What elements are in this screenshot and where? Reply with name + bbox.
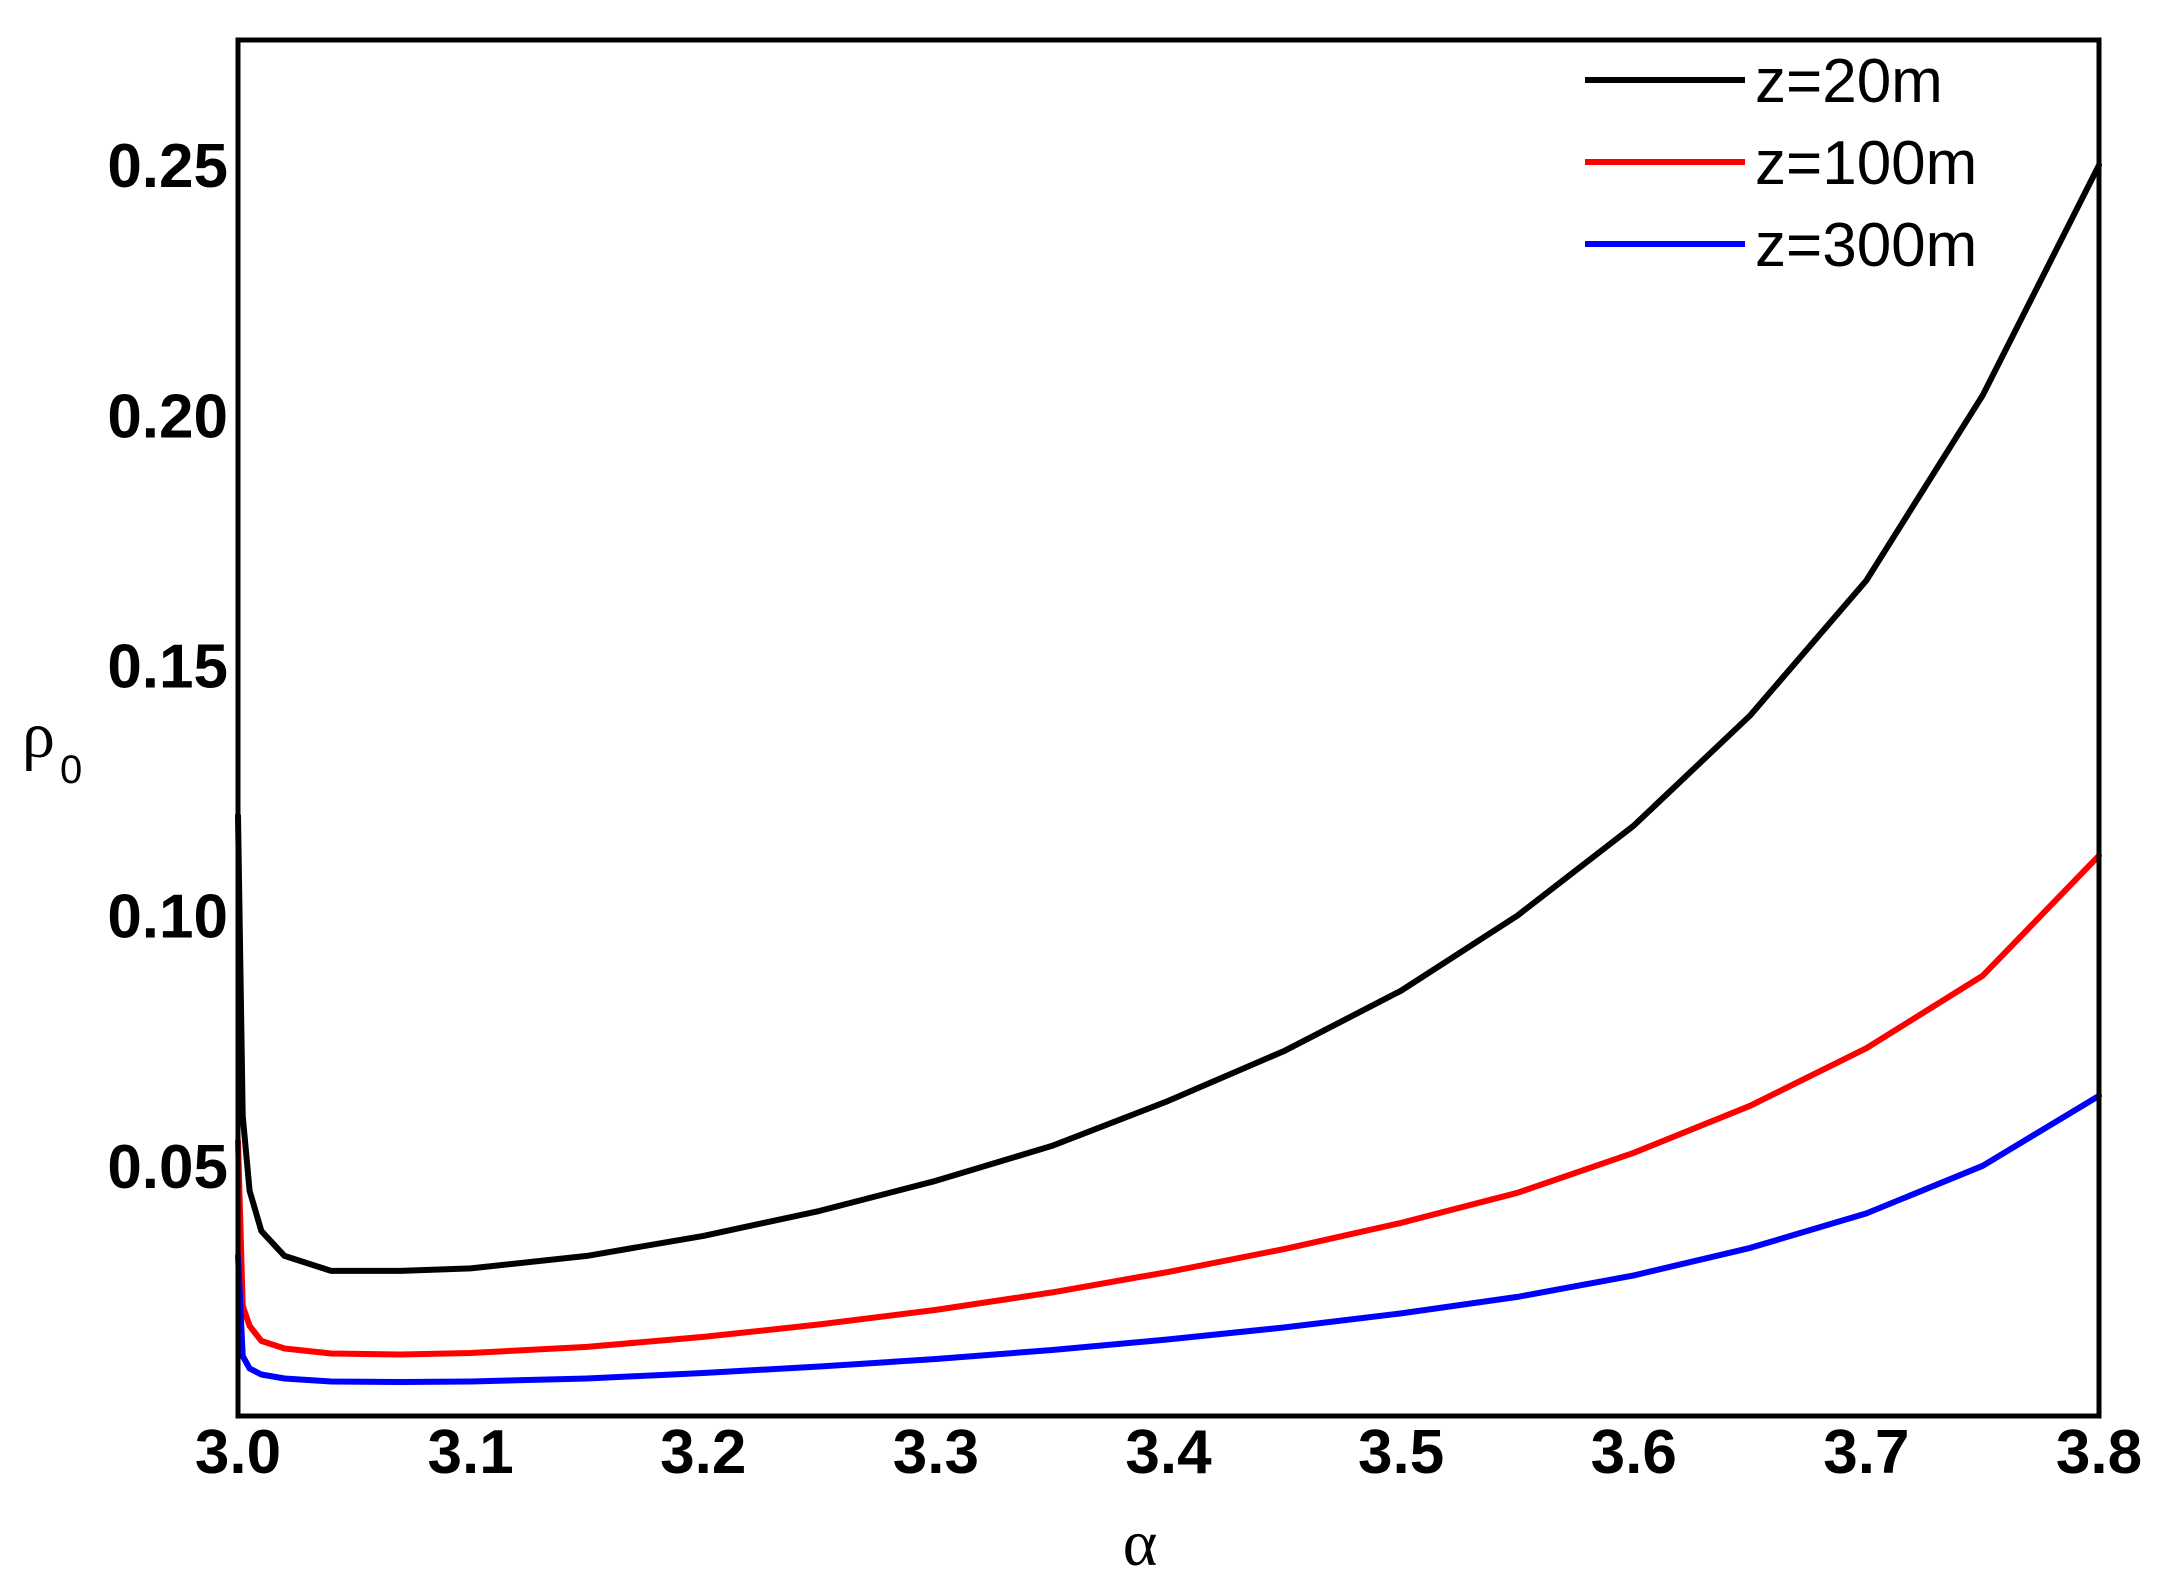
x-tick-label: 3.5 (1358, 1418, 1444, 1487)
y-tick-label: 0.10 (107, 883, 228, 952)
x-tick-label: 3.4 (1125, 1418, 1212, 1487)
x-axis-ticks: 3.0 3.1 3.2 3.3 3.4 3.5 3.6 3.7 3.8 (195, 1418, 2142, 1487)
legend: z=20m z=100m z=300m (1585, 47, 1977, 280)
x-tick-label: 3.3 (893, 1418, 979, 1487)
y-axis-title: ρ (22, 699, 55, 772)
legend-label-1: z=20m (1755, 47, 1943, 116)
plot-frame (235, 37, 2102, 1419)
x-axis-title: α (1123, 1507, 1158, 1575)
x-tick-label: 3.1 (428, 1418, 514, 1487)
legend-label-2: z=100m (1755, 129, 1977, 198)
y-axis-title-subscript: 0 (60, 748, 82, 792)
series-line-3 (235, 1092, 2102, 1385)
series-line-2 (235, 852, 2102, 1358)
legend-label-3: z=300m (1755, 211, 1977, 280)
y-axis-ticks: 0.05 0.10 0.15 0.20 0.25 (107, 132, 228, 1202)
x-tick-label: 3.0 (195, 1418, 281, 1487)
x-tick-label: 3.2 (660, 1418, 746, 1487)
y-tick-label: 0.25 (107, 132, 228, 201)
series-layer (235, 162, 2102, 1385)
y-tick-label: 0.15 (107, 632, 228, 701)
series-line-1 (235, 162, 2102, 1274)
x-tick-label: 3.7 (1823, 1418, 1909, 1487)
y-tick-label: 0.20 (107, 382, 228, 451)
x-tick-label: 3.6 (1591, 1418, 1677, 1487)
x-tick-label: 3.8 (2056, 1418, 2142, 1487)
y-tick-label: 0.05 (107, 1133, 228, 1202)
